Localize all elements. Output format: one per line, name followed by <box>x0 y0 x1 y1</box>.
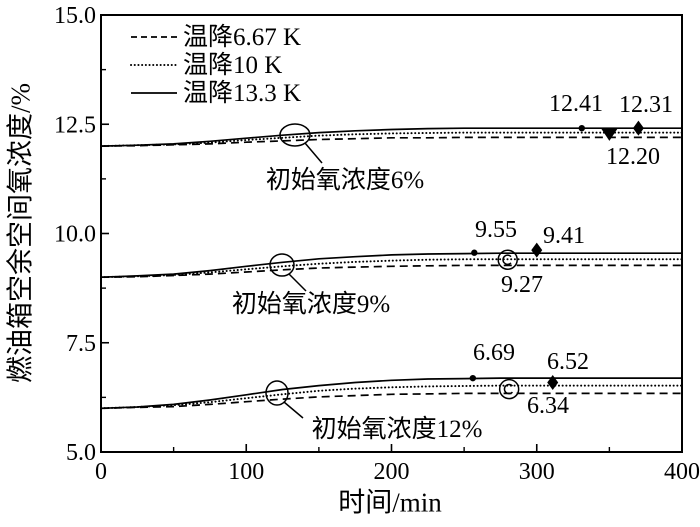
x-tick-label: 300 <box>519 459 555 485</box>
series-line-solid-6 <box>100 377 682 410</box>
y-tick-label: 10.0 <box>54 222 96 248</box>
callout-circle <box>279 123 311 147</box>
marker-triangle-down <box>601 128 618 141</box>
y-tick-label: 7.5 <box>66 331 96 357</box>
marker-circle-c-inner <box>503 383 514 395</box>
point-value-label: 6.69 <box>473 340 515 366</box>
point-value-label: 6.34 <box>527 393 569 419</box>
point-value-label: 12.20 <box>606 144 660 170</box>
series-line-dotted-7 <box>100 384 683 410</box>
marker-dot <box>578 124 585 132</box>
legend-label: 温降13.3 K <box>183 79 301 107</box>
callout-circle <box>265 380 289 406</box>
callout-label: 初始氧浓度9% <box>232 290 390 318</box>
y-tick-label: 15.0 <box>54 3 96 29</box>
point-value-label: 9.55 <box>475 217 517 243</box>
x-tick-label: 200 <box>374 459 410 485</box>
marker-dot <box>469 374 477 382</box>
series-line-dashed-5 <box>100 264 682 279</box>
y-axis-title: 燃油箱空余空间氧浓度/% <box>5 83 36 383</box>
callout-leader-line <box>304 142 323 164</box>
legend-label: 温降6.67 K <box>183 23 301 51</box>
legend-label: 温降10 K <box>183 51 282 79</box>
series-line-dashed-2 <box>100 136 682 147</box>
x-tick-label: 0 <box>95 459 107 485</box>
x-tick-label: 100 <box>228 459 264 485</box>
callout-leader-line <box>283 401 304 419</box>
x-tick-label: 400 <box>664 459 700 485</box>
marker-diamond <box>632 120 644 136</box>
series-line-solid-0 <box>100 127 682 147</box>
marker-circle-c-outer <box>497 249 518 270</box>
series-line-dashed-8 <box>100 392 682 410</box>
point-value-label: 6.52 <box>547 349 589 375</box>
series-line-dotted-1 <box>100 131 683 148</box>
x-axis-title: 时间/min <box>338 487 442 518</box>
series-line-solid-3 <box>100 252 682 279</box>
callout-leader-line <box>288 273 307 292</box>
point-value-label: 9.41 <box>543 223 585 249</box>
series-line-dotted-4 <box>100 258 683 279</box>
point-value-label: 12.41 <box>549 91 603 117</box>
marker-dot <box>471 249 478 256</box>
callout-label: 初始氧浓度6% <box>266 166 424 194</box>
y-tick-label: 12.5 <box>54 112 96 138</box>
point-value-label: 9.27 <box>501 272 543 298</box>
marker-diamond <box>547 375 559 391</box>
callout-circle <box>269 253 295 277</box>
callout-label: 初始氧浓度12% <box>312 415 483 443</box>
marker-diamond <box>531 242 543 258</box>
marker-circle-c-outer <box>498 378 520 400</box>
marker-circle-c-inner <box>502 254 512 266</box>
y-tick-label: 5.0 <box>66 440 96 466</box>
point-value-label: 12.31 <box>619 92 673 118</box>
